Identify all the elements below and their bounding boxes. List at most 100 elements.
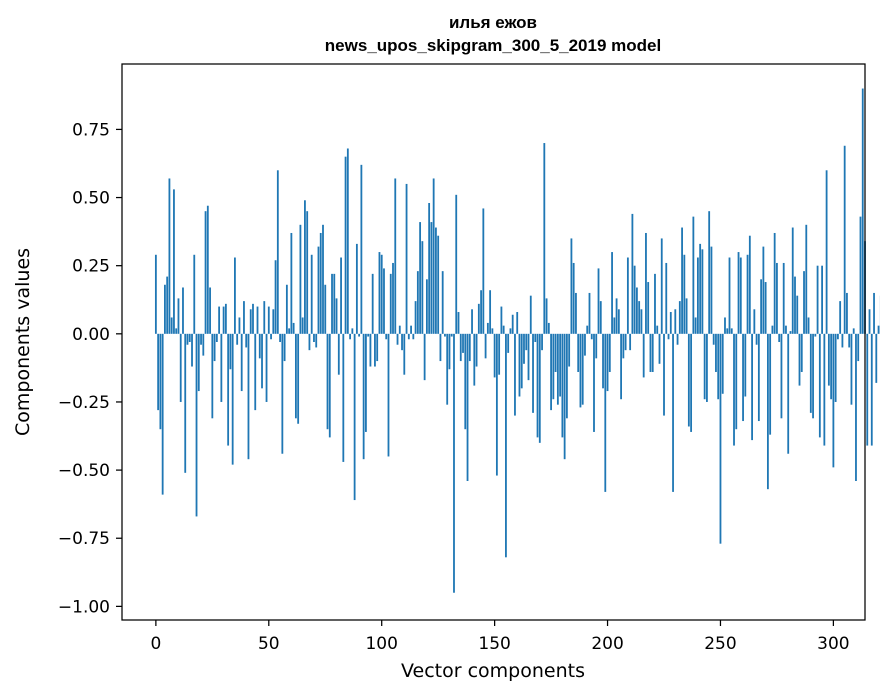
bar (177, 298, 180, 334)
y-tick-label: 0.75 (72, 120, 110, 140)
bar (785, 325, 787, 334)
bar (252, 303, 254, 334)
bar (543, 143, 546, 334)
bar (419, 222, 422, 334)
bar (604, 333, 607, 492)
bar (477, 303, 480, 334)
bar (360, 164, 363, 334)
bar (322, 224, 324, 334)
bar (622, 333, 625, 359)
bar (651, 333, 654, 372)
bar (656, 325, 659, 334)
x-tick-label: 300 (817, 634, 849, 654)
bar (317, 246, 320, 334)
bar (717, 333, 720, 400)
bar (617, 309, 620, 334)
bar (466, 333, 469, 481)
bar (346, 148, 349, 334)
bar (353, 333, 356, 501)
y-tick-label: 0.25 (72, 257, 110, 277)
bar (719, 333, 722, 544)
bar (706, 333, 708, 402)
bar (809, 333, 812, 413)
bar (448, 333, 451, 370)
bar (755, 333, 758, 345)
x-tick-label: 150 (478, 634, 510, 654)
bar (843, 145, 846, 334)
bar (367, 333, 370, 337)
bar (195, 333, 198, 517)
bar (365, 333, 367, 432)
bar (667, 333, 670, 340)
bar (514, 333, 516, 416)
bar (161, 333, 164, 495)
bar (213, 333, 216, 362)
bar (306, 211, 309, 334)
bar (633, 265, 636, 334)
bar (380, 254, 383, 334)
bar (414, 301, 417, 334)
bar (746, 254, 749, 334)
bar (222, 306, 225, 334)
bar (403, 333, 406, 375)
bar (812, 333, 814, 419)
bar (416, 271, 419, 334)
bar (396, 333, 399, 345)
bar (333, 273, 336, 334)
bar (545, 298, 548, 334)
bar (588, 292, 591, 334)
bar (371, 273, 374, 334)
bar (182, 287, 184, 334)
bar (674, 309, 677, 334)
bar (462, 333, 464, 353)
bar (204, 211, 207, 334)
bar (712, 333, 715, 345)
bar (665, 262, 668, 334)
bar (669, 312, 672, 334)
bar (681, 227, 683, 334)
bar (220, 333, 223, 402)
bar (276, 170, 279, 334)
bar (263, 301, 266, 334)
bar (238, 317, 241, 334)
bar (218, 306, 221, 334)
bar (283, 333, 286, 362)
bar (421, 241, 424, 334)
bar (683, 254, 686, 334)
bar (638, 301, 641, 334)
chart-title: илья ежов (449, 13, 537, 32)
bar (186, 333, 189, 345)
x-tick-label: 250 (704, 634, 736, 654)
bar (613, 317, 616, 334)
bar (554, 333, 557, 372)
bar (258, 333, 261, 359)
bar (536, 333, 539, 438)
bar (173, 189, 175, 334)
bar (568, 333, 571, 367)
bar (525, 333, 528, 351)
bar (351, 328, 354, 334)
bar (270, 333, 272, 340)
bar (850, 333, 853, 405)
bar (830, 333, 833, 400)
bar (730, 328, 733, 334)
bar (866, 333, 869, 446)
bar (425, 279, 428, 334)
bar (541, 333, 543, 351)
bar (398, 325, 401, 334)
bar (728, 257, 731, 334)
bar (818, 333, 821, 438)
bar (834, 333, 837, 402)
x-axis-label: Vector components (401, 660, 585, 682)
y-tick-label: 0.50 (72, 189, 110, 209)
bar (855, 333, 857, 481)
bar (807, 317, 810, 334)
bar (385, 333, 388, 340)
bar (164, 284, 166, 334)
bar (437, 235, 440, 334)
bar-series (154, 88, 880, 593)
bar (358, 333, 361, 337)
bar (733, 333, 735, 446)
bar (852, 328, 855, 334)
bar (224, 303, 227, 334)
